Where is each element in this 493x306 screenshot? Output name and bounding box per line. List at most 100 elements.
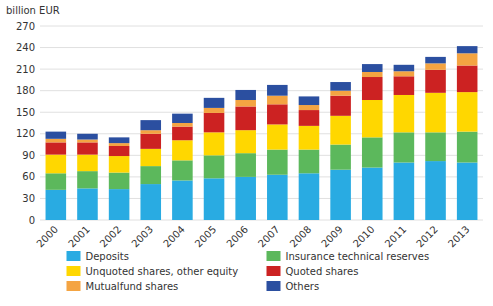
- bar-segment: [235, 130, 256, 153]
- x-tick-label: 2000: [34, 224, 60, 250]
- bar-segment: [362, 168, 383, 220]
- grid-line: [40, 133, 483, 134]
- legend-swatch: [67, 251, 81, 261]
- bar-segment: [425, 57, 446, 63]
- y-tick-label: 120: [16, 128, 35, 139]
- bar-segment: [267, 124, 288, 149]
- bar-segment: [394, 76, 415, 95]
- bar-segment: [77, 140, 98, 143]
- bar-segment: [362, 100, 383, 137]
- bar-segment: [77, 155, 98, 172]
- bar-segment: [235, 153, 256, 177]
- legend-label: Deposits: [86, 251, 129, 262]
- bar-segment: [46, 132, 67, 139]
- legend-swatch: [267, 251, 281, 261]
- bar-segment: [299, 150, 320, 174]
- bar-segment: [204, 155, 225, 178]
- bar-segment: [235, 90, 256, 100]
- x-tick-label: 2009: [319, 224, 345, 250]
- y-tick-label: 150: [16, 107, 35, 118]
- bar-segment: [362, 72, 383, 77]
- x-tick-label: 2004: [161, 224, 187, 250]
- y-axis-label: billion EUR: [6, 5, 60, 16]
- bar-segment: [172, 140, 193, 160]
- bar-segment: [235, 100, 256, 106]
- y-tick-label: 90: [22, 150, 35, 161]
- bar-segment: [267, 104, 288, 124]
- bar-segment: [46, 142, 67, 154]
- bar-segment: [330, 96, 351, 116]
- bar-segment: [140, 120, 161, 130]
- bar-segment: [425, 161, 446, 220]
- grid-line: [40, 155, 483, 156]
- bar-segment: [77, 142, 98, 154]
- x-tick-label: 2010: [351, 224, 377, 250]
- bar-segment: [362, 77, 383, 100]
- bar-segment: [425, 70, 446, 93]
- x-tick-label: 2003: [129, 224, 155, 250]
- bar-segment: [362, 137, 383, 167]
- bar-segment: [172, 123, 193, 127]
- grid-line: [40, 112, 483, 113]
- bar-segment: [109, 189, 130, 220]
- bar-segment: [394, 132, 415, 162]
- bar-segment: [109, 156, 130, 173]
- bar-segment: [267, 85, 288, 96]
- chart: 0306090120150180210240270billion EUR2000…: [0, 0, 493, 306]
- bar-segment: [46, 155, 67, 174]
- bar-segment: [77, 134, 98, 140]
- grid-line: [40, 26, 483, 27]
- bar-segment: [330, 82, 351, 91]
- x-tick-label: 2012: [414, 224, 440, 250]
- grid-line: [40, 220, 483, 221]
- bar-segment: [140, 130, 161, 134]
- grid-line: [40, 176, 483, 177]
- legend-label: Others: [286, 281, 320, 292]
- legend: DepositsInsurance technical reservesUnqu…: [67, 251, 430, 292]
- y-tick-label: 0: [29, 215, 35, 226]
- bar-segment: [394, 163, 415, 220]
- bar-segment: [204, 98, 225, 108]
- legend-swatch: [267, 281, 281, 291]
- bar-segment: [457, 46, 478, 53]
- bar-segment: [77, 188, 98, 220]
- bar-segment: [204, 108, 225, 113]
- bar-segment: [457, 163, 478, 220]
- bar-segment: [140, 134, 161, 149]
- x-tick-label: 2011: [383, 224, 409, 250]
- bar-segment: [267, 175, 288, 220]
- bar-segment: [457, 132, 478, 163]
- bar-segment: [77, 171, 98, 188]
- bar-segment: [425, 93, 446, 133]
- bar-segment: [394, 95, 415, 132]
- x-tick-label: 2006: [224, 224, 250, 250]
- bar-segment: [299, 105, 320, 110]
- bar-segment: [46, 173, 67, 190]
- bar-segment: [457, 53, 478, 65]
- bar-segment: [109, 146, 130, 156]
- y-tick-label: 60: [22, 171, 35, 182]
- bar-segment: [425, 132, 446, 161]
- legend-swatch: [267, 266, 281, 276]
- bar-segment: [46, 190, 67, 220]
- bar-segment: [330, 91, 351, 96]
- bar-segment: [172, 160, 193, 180]
- legend-swatch: [67, 281, 81, 291]
- bar-segment: [172, 114, 193, 123]
- bar-segment: [204, 132, 225, 155]
- bar-segment: [330, 170, 351, 220]
- bar-segment: [172, 127, 193, 141]
- bar-segment: [330, 116, 351, 145]
- bar-segment: [457, 92, 478, 132]
- bar-segment: [299, 126, 320, 150]
- x-tick-label: 2013: [446, 224, 472, 250]
- legend-label: Unquoted shares, other equity: [86, 266, 239, 277]
- bar-segment: [109, 173, 130, 190]
- grid: [40, 26, 483, 220]
- bar-segment: [235, 177, 256, 220]
- bar-segment: [267, 96, 288, 105]
- bar-segment: [330, 145, 351, 170]
- bars: [46, 46, 478, 220]
- legend-swatch: [67, 266, 81, 276]
- bar-segment: [109, 137, 130, 143]
